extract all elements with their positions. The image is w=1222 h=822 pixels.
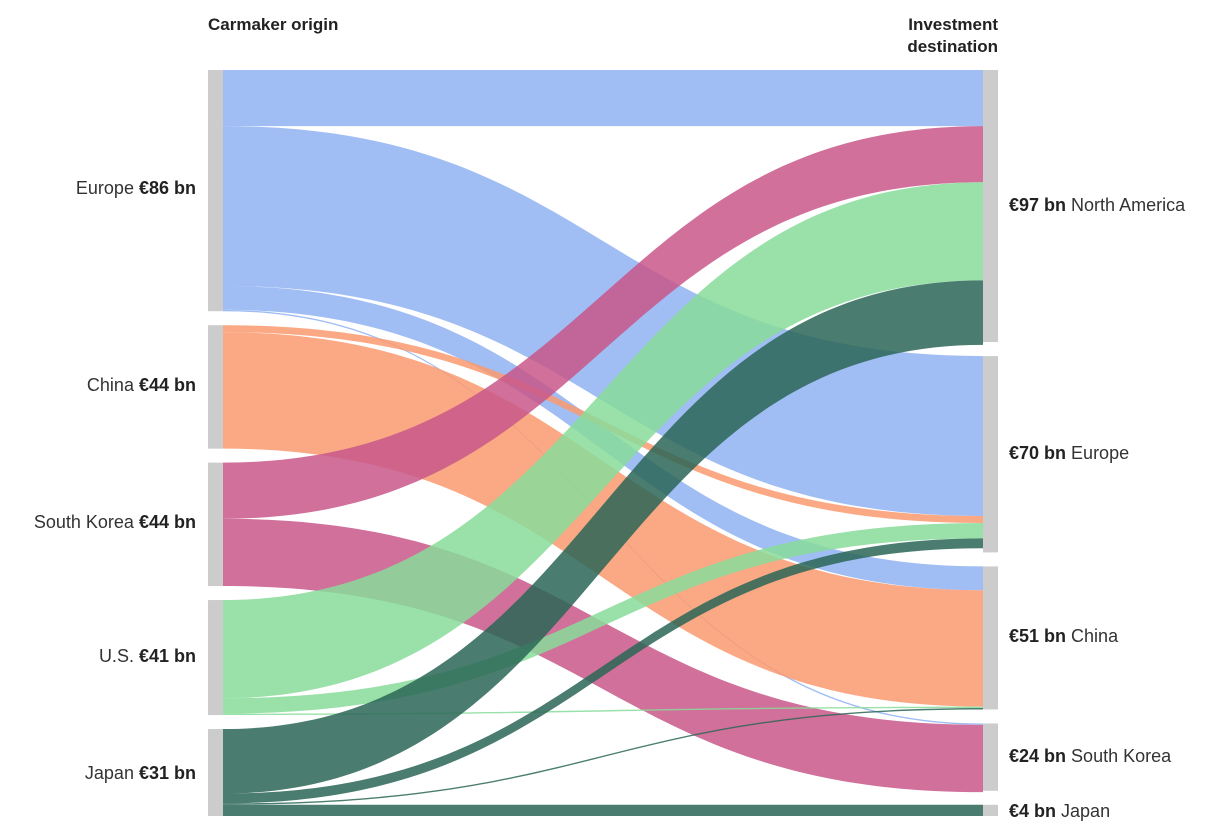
flows-group: [223, 70, 983, 816]
source-label-japan: Japan €31 bn: [85, 763, 196, 784]
dest-label-north-america: €97 bn North America: [1009, 195, 1185, 216]
header-right-line2: destination: [907, 37, 998, 56]
source-label-south-korea: South Korea €44 bn: [34, 512, 196, 533]
source-name-us: U.S.: [98, 646, 134, 666]
nodes-group: [208, 70, 998, 816]
header-carmaker-origin: Carmaker origin: [208, 15, 339, 34]
source-node-u-s: [208, 600, 223, 716]
source-name-europe: Europe: [75, 178, 134, 198]
header-right-line1: Investment: [908, 15, 998, 34]
dest-value-europe: €70 bn: [1009, 443, 1067, 463]
source-node-europe: [208, 70, 223, 312]
flow-japan-to-china: [223, 708, 983, 805]
source-node-china: [208, 325, 223, 449]
dest-node-japan: [983, 804, 998, 816]
dest-value-north-america: €97 bn: [1009, 195, 1067, 215]
dest-node-china: [983, 566, 998, 710]
dest-name-china: China: [1071, 626, 1119, 646]
source-value-europe: €86 bn: [138, 178, 196, 198]
source-name-japan: Japan: [84, 763, 134, 783]
source-node-south-korea: [208, 462, 223, 587]
source-value-south-korea: €44 bn: [138, 512, 196, 532]
source-name-south-korea: South Korea: [33, 512, 134, 532]
source-node-japan: [208, 729, 223, 816]
dest-label-europe: €70 bn Europe: [1009, 443, 1129, 464]
source-label-europe: Europe €86 bn: [76, 178, 196, 199]
flow-u-s-to-europe: [223, 522, 983, 714]
source-label-china: China €44 bn: [87, 375, 196, 396]
source-value-japan: €31 bn: [138, 763, 196, 783]
flow-u-s-to-north-america: [223, 182, 983, 699]
dest-value-south-korea: €24 bn: [1009, 746, 1067, 766]
source-label-us: U.S. €41 bn: [99, 646, 196, 667]
dest-name-north-america: North America: [1071, 195, 1186, 215]
dest-label-japan: €4 bn Japan: [1009, 801, 1110, 822]
source-value-china: €44 bn: [138, 375, 196, 395]
dest-name-europe: Europe: [1071, 443, 1130, 463]
dest-label-south-korea: €24 bn South Korea: [1009, 746, 1171, 767]
dest-node-north-america: [983, 70, 998, 343]
header-investment-destination: Investment destination: [907, 14, 998, 58]
flow-europe-to-north-america: [223, 70, 983, 127]
dest-node-europe: [983, 356, 998, 553]
dest-value-japan: €4 bn: [1009, 801, 1057, 821]
dest-value-china: €51 bn: [1009, 626, 1067, 646]
source-name-china: China: [86, 375, 134, 395]
flow-south-korea-to-north-america: [223, 126, 983, 519]
dest-node-south-korea: [983, 723, 998, 791]
dest-label-china: €51 bn China: [1009, 626, 1118, 647]
flow-japan-to-north-america: [223, 280, 983, 794]
flow-japan-to-japan: [223, 804, 983, 816]
source-value-us: €41 bn: [138, 646, 196, 666]
flow-japan-to-europe: [223, 538, 983, 804]
dest-name-japan: Japan: [1061, 801, 1111, 821]
dest-name-south-korea: South Korea: [1071, 746, 1172, 766]
